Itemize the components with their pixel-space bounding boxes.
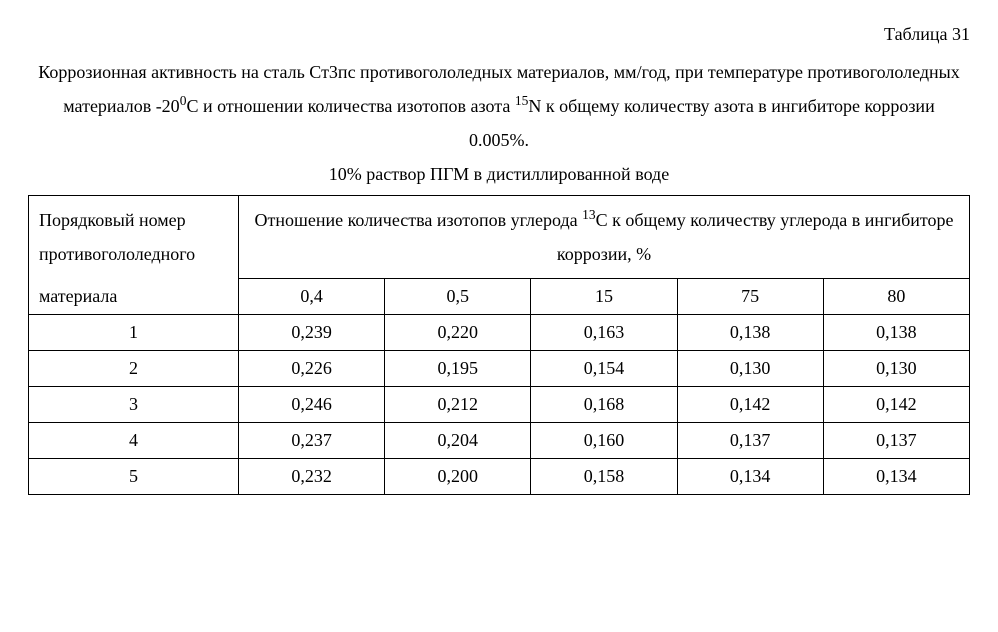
table-number-label: Таблица 31	[28, 24, 970, 45]
cell-value: 0,239	[239, 314, 385, 350]
row-header-bottom: материала	[29, 278, 239, 314]
row-header-top: Порядковый номер противогололедного	[29, 195, 239, 278]
row-number: 4	[29, 422, 239, 458]
table-row: 3 0,246 0,212 0,168 0,142 0,142	[29, 386, 970, 422]
cell-value: 0,138	[823, 314, 969, 350]
table-row: 5 0,232 0,200 0,158 0,134 0,134	[29, 458, 970, 494]
cell-value: 0,142	[677, 386, 823, 422]
cell-value: 0,134	[823, 458, 969, 494]
cell-value: 0,232	[239, 458, 385, 494]
table-subcaption: 10% раствор ПГМ в дистиллированной воде	[28, 164, 970, 185]
table-row: 4 0,237 0,204 0,160 0,137 0,137	[29, 422, 970, 458]
col-header: 15	[531, 278, 677, 314]
header-row-1: Порядковый номер противогололедного Отно…	[29, 195, 970, 278]
col-header: 75	[677, 278, 823, 314]
cell-value: 0,195	[385, 350, 531, 386]
table-row: 1 0,239 0,220 0,163 0,138 0,138	[29, 314, 970, 350]
cell-value: 0,246	[239, 386, 385, 422]
cell-value: 0,200	[385, 458, 531, 494]
cell-value: 0,168	[531, 386, 677, 422]
table-row: 2 0,226 0,195 0,154 0,130 0,130	[29, 350, 970, 386]
cell-value: 0,237	[239, 422, 385, 458]
cell-value: 0,220	[385, 314, 531, 350]
header-row-2: материала 0,4 0,5 15 75 80	[29, 278, 970, 314]
cell-value: 0,137	[677, 422, 823, 458]
table-caption: Коррозионная активность на сталь Ст3пс п…	[38, 55, 960, 158]
cell-value: 0,134	[677, 458, 823, 494]
column-header-span: Отношение количества изотопов углерода 1…	[239, 195, 970, 278]
row-number: 3	[29, 386, 239, 422]
cell-value: 0,130	[823, 350, 969, 386]
col-header: 80	[823, 278, 969, 314]
col-header: 0,4	[239, 278, 385, 314]
row-number: 5	[29, 458, 239, 494]
cell-value: 0,204	[385, 422, 531, 458]
row-number: 2	[29, 350, 239, 386]
cell-value: 0,137	[823, 422, 969, 458]
cell-value: 0,142	[823, 386, 969, 422]
cell-value: 0,130	[677, 350, 823, 386]
col-header: 0,5	[385, 278, 531, 314]
cell-value: 0,226	[239, 350, 385, 386]
cell-value: 0,160	[531, 422, 677, 458]
cell-value: 0,163	[531, 314, 677, 350]
row-number: 1	[29, 314, 239, 350]
cell-value: 0,154	[531, 350, 677, 386]
cell-value: 0,158	[531, 458, 677, 494]
cell-value: 0,212	[385, 386, 531, 422]
data-table: Порядковый номер противогололедного Отно…	[28, 195, 970, 495]
cell-value: 0,138	[677, 314, 823, 350]
